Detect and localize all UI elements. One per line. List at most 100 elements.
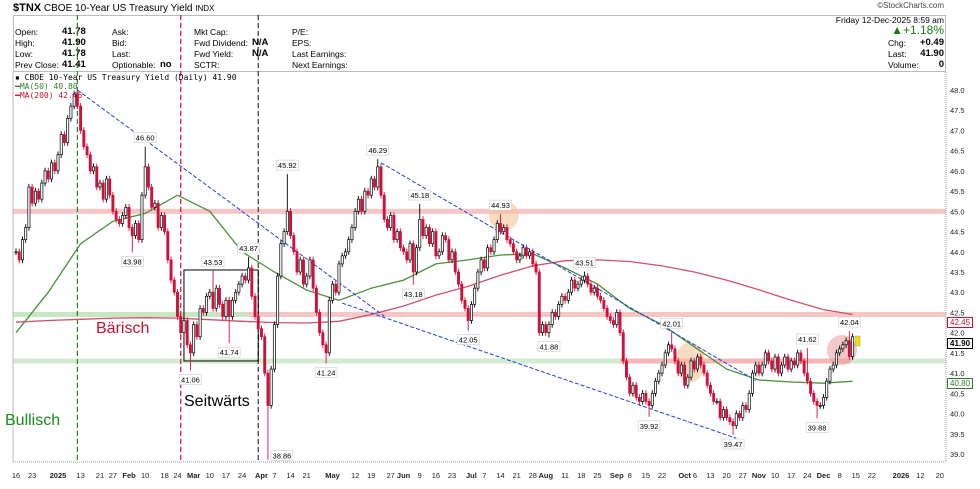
candle-body — [557, 304, 561, 317]
candle-body — [670, 344, 674, 350]
candle-body — [599, 295, 603, 301]
candle-body — [156, 202, 160, 228]
x-tick-label: Mar — [187, 471, 200, 480]
y-tick-label: 39.0 — [950, 450, 965, 459]
candle-body — [667, 344, 670, 354]
candle-body — [327, 299, 331, 354]
price-annotation-box — [314, 367, 338, 378]
candle-body — [340, 255, 344, 265]
price-annotation-label: 42.05 — [459, 336, 478, 345]
candle-body — [489, 247, 493, 253]
trendline — [380, 162, 756, 381]
x-tick-label: 24 — [238, 471, 246, 480]
axes-labels: 39.0 39.5 40.0 40.5 41.0 41.5 42.0 42.5 43.0 43.5… — [12, 86, 965, 480]
price-annotation-box — [133, 132, 157, 143]
candle-body — [647, 401, 651, 406]
candle-body — [518, 255, 522, 261]
x-tick-label: Feb — [122, 471, 136, 480]
x-tick-label: 28 — [529, 471, 537, 480]
candle-body — [395, 231, 399, 240]
x-tick-label: Sep — [610, 471, 624, 480]
note-bearish: Bärisch — [96, 320, 150, 337]
x-tick-label: 14 — [496, 471, 504, 480]
candle-body — [214, 287, 218, 309]
volume-label: Volume: — [888, 60, 919, 70]
candle-body — [347, 239, 351, 253]
candle-body — [14, 251, 18, 254]
candle-body — [457, 271, 460, 285]
x-tick-label: 7 — [272, 471, 276, 480]
candle-body — [37, 190, 41, 200]
candle-body — [188, 344, 192, 354]
candle-body — [331, 283, 334, 301]
candle-body — [437, 251, 441, 257]
last-label-mid: Last: — [112, 49, 131, 59]
candle-body — [702, 364, 706, 374]
candle-body — [466, 308, 470, 321]
candle-body — [176, 291, 179, 317]
x-tick-label: 23 — [448, 471, 456, 480]
last-price-axis-tag: 41.90 — [947, 338, 974, 349]
candle-body — [728, 417, 732, 422]
copyright: ©StockCharts.com — [877, 1, 944, 10]
candle-body — [82, 130, 86, 147]
candle-body — [140, 194, 144, 240]
candle-body — [789, 360, 793, 370]
candle-body — [676, 360, 680, 374]
fwd-dividend-value: N/A — [252, 37, 269, 48]
candle-body — [230, 299, 234, 317]
x-tick-label: Dec — [817, 471, 831, 480]
last-earnings-label: Last Earnings: — [292, 49, 347, 59]
candle-body — [537, 271, 541, 334]
candle-body — [754, 364, 758, 374]
y-tick-label: 40.5 — [950, 389, 965, 398]
candle-body — [528, 251, 532, 257]
candle-body — [847, 340, 851, 357]
x-tick-label: 8 — [628, 471, 632, 480]
legend-price: ▪ CBOE 10-Year US Treasury Yield (Daily)… — [15, 73, 237, 82]
candle-body — [276, 275, 280, 325]
price-annotation-box — [270, 450, 294, 461]
optionable-label: Optionable: — [112, 60, 156, 70]
candle-body — [524, 247, 528, 257]
candle-body — [318, 312, 322, 334]
candle-body — [573, 279, 577, 289]
price-annotation-box — [401, 288, 425, 300]
price-annotation-label: 41.88 — [540, 343, 559, 352]
x-tick-label: 22 — [868, 471, 876, 480]
x-tick-label: 21 — [512, 471, 520, 480]
y-tick-label: 41.5 — [950, 349, 965, 358]
y-tick-label: 41.0 — [950, 369, 965, 378]
y-tick-label: 47.0 — [950, 126, 965, 135]
candle-body — [117, 219, 121, 224]
candle-body — [776, 356, 780, 374]
x-tick-label: 13 — [706, 471, 714, 480]
candle-body — [589, 283, 593, 293]
candle-body — [127, 206, 131, 228]
candle-body — [767, 352, 771, 362]
candle-body — [586, 275, 590, 285]
candle-body — [108, 178, 112, 196]
open-value: 41.78 — [62, 26, 86, 37]
candle-body — [240, 275, 244, 285]
candle-body — [628, 376, 632, 394]
candle-body — [195, 324, 199, 338]
x-tick-label: Nov — [752, 471, 767, 480]
candle-body — [272, 324, 276, 370]
y-tick-label: 43.5 — [950, 268, 965, 277]
candle-body — [208, 291, 212, 297]
candle-body — [705, 372, 709, 386]
candle-body — [282, 231, 286, 245]
candle-body — [621, 332, 625, 362]
candle-body — [411, 243, 415, 273]
candle-body — [541, 324, 544, 334]
price-annotation-box — [637, 420, 661, 432]
candle-body — [479, 259, 483, 273]
candle-body — [269, 368, 273, 406]
candle-body — [495, 223, 499, 240]
candle-body — [143, 166, 147, 196]
candle-body — [53, 162, 57, 172]
candle-body — [799, 352, 803, 362]
candle-body — [476, 271, 480, 289]
high-value: 41.90 — [62, 37, 86, 48]
